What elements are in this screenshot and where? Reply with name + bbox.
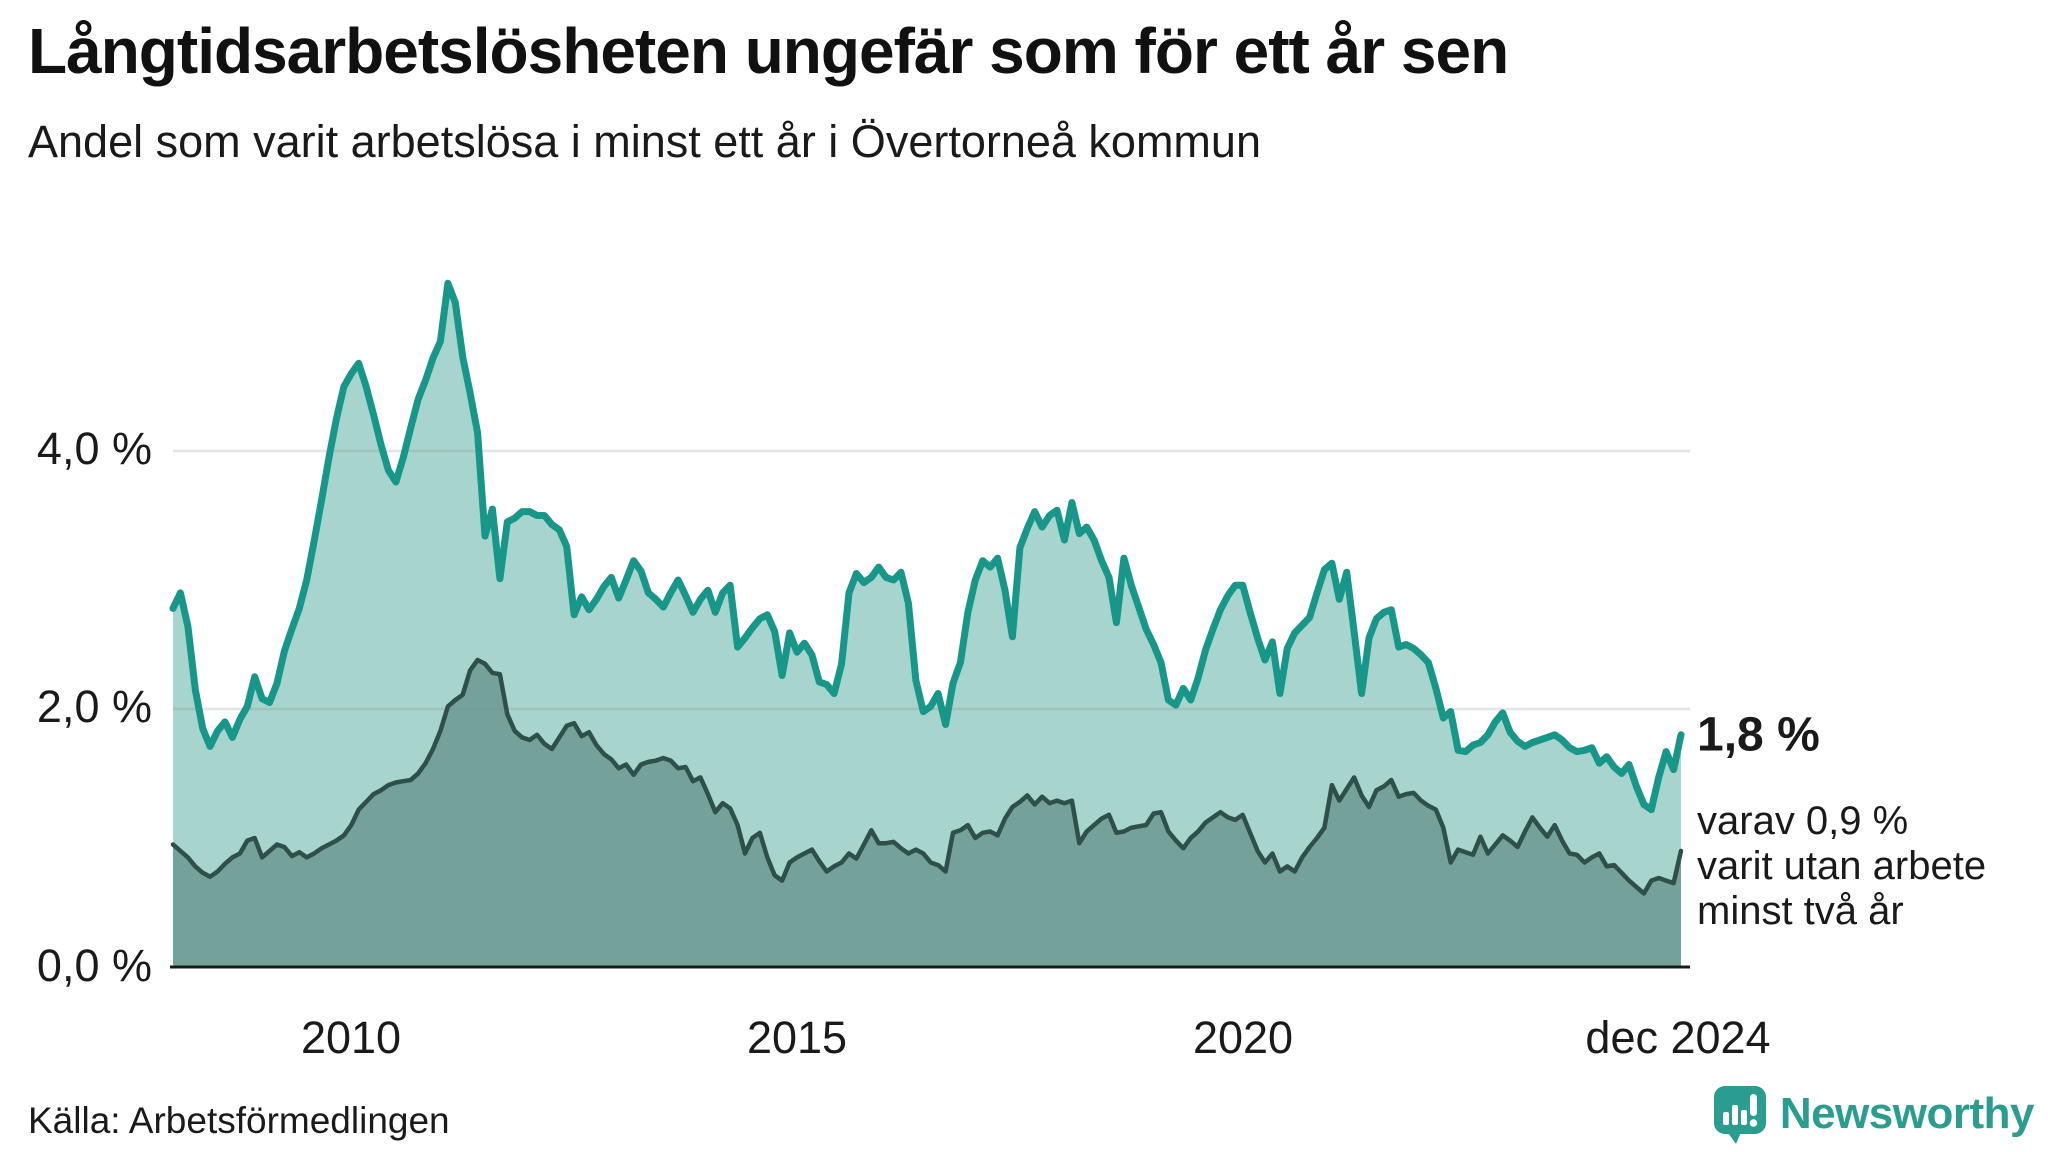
x-axis-tick-latest: dec 2024	[1585, 1012, 1771, 1063]
x-axis-tick-2015: 2015	[746, 1012, 848, 1063]
area-fill-minst-tva-ar	[173, 660, 1681, 967]
chart-title: Långtidsarbetslösheten ungefär som för e…	[28, 15, 1509, 87]
line-minst-ett-ar	[169, 279, 1685, 814]
newsworthy-wordmark: Newsworthy	[1779, 1089, 2035, 1138]
line-minst-tva-ar	[170, 657, 1684, 896]
x-axis-tick-2020: 2020	[1192, 1012, 1294, 1063]
chart-subtitle: Andel som varit arbetslösa i minst ett å…	[28, 116, 1261, 167]
note-line-2: varit utan arbete	[1697, 844, 1987, 888]
latest-value-note: varav 0,9 % varit utan arbete minst två …	[1697, 799, 1986, 934]
y-axis-tick-4: 4,0 %	[36, 422, 152, 474]
newsworthy-branding: Newsworthy	[1712, 1084, 2035, 1144]
x-axis-tick-2010: 2010	[300, 1012, 402, 1063]
newsworthy-logo-icon	[1713, 1086, 1766, 1144]
note-line-1: varav 0,9 %	[1697, 799, 1909, 843]
latest-value-label: 1,8 %	[1697, 708, 1820, 762]
y-axis-tick-2: 2,0 %	[36, 680, 152, 732]
source-note: Källa: Arbetsförmedlingen	[28, 1100, 450, 1141]
y-axis-tick-0: 0,0 %	[36, 939, 152, 991]
note-line-3: minst två år	[1697, 889, 1904, 933]
